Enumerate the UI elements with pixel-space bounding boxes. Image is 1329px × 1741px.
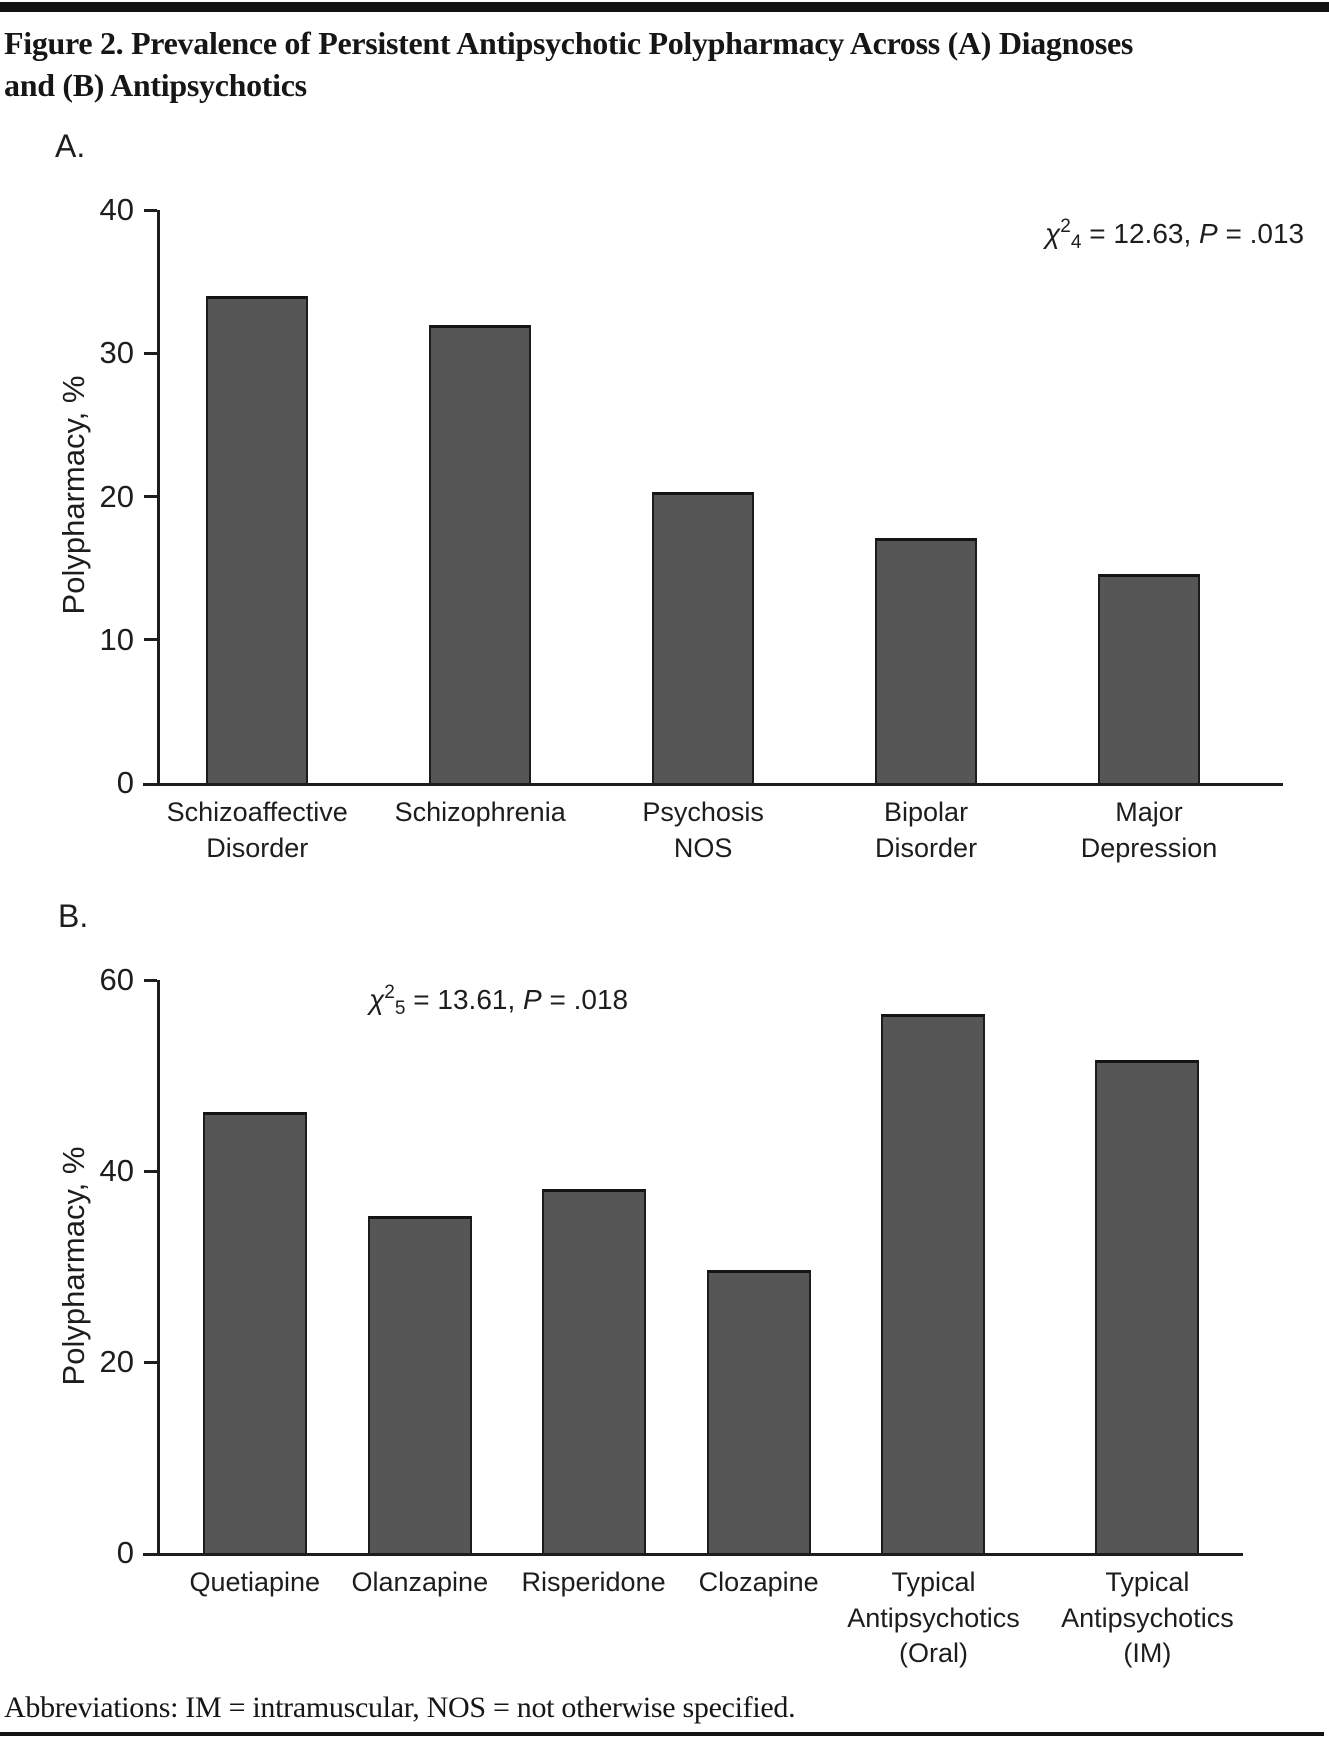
panel-b-chi-square-annotation: χ25 = 13.61, P = .018 [369,981,629,1019]
p-value: = .013 [1217,218,1305,249]
y-tick-10 [144,638,157,642]
panel-b-y-axis-line [157,980,160,1553]
panel-a-y-axis-line [157,210,160,783]
x-category-label-olanzapine: Olanzapine [351,1567,489,1597]
x-category-label-quetiapine: Quetiapine [189,1567,321,1597]
chi-exponent: 2 [1060,215,1071,237]
x-category-label-typical: Typical Antipsychotics (Oral) [847,1567,1020,1669]
x-category-label-risperidone: Risperidone [521,1567,666,1597]
chi-stat-value: = 13.61, [405,984,524,1015]
bottom-rule [0,1732,1324,1736]
y-tick-label-30: 30 [99,335,134,371]
panel-a-bar-chart: χ24 = 12.63, P = .013 0 10 20 30 40 Schizoaff… [100,193,1305,863]
x-category-label-typical: Typical Antipsychotics (IM) [1061,1567,1234,1669]
bar-quetiapine [202,1111,307,1553]
y-tick-20 [144,1360,157,1364]
chi-exponent: 2 [384,981,395,1003]
bar-olanzapine [367,1215,472,1553]
bar-schizophrenia [429,324,532,783]
bar-major [1098,573,1200,783]
panel-b-x-axis-line [143,1553,1243,1556]
x-category-label-psychosis: Psychosis NOS [642,797,764,863]
y-tick-label-10: 10 [99,621,134,657]
x-category-label-bipolar: Bipolar Disorder [875,797,978,863]
panel-b-bar-chart: χ25 = 13.61, P = .018 0 20 40 60 Quetiapine O… [100,963,1243,1668]
y-tick-label-20: 20 [99,1344,134,1379]
figure-title: Figure 2. Prevalence of Persistent Antip… [4,25,1134,104]
chi-symbol: χ [369,984,385,1015]
chi-symbol: χ [1045,218,1061,249]
bar-typical [1095,1060,1200,1553]
x-category-label-schizophrenia: Schizophrenia [394,797,566,827]
bar-bipolar [875,538,978,783]
bar-typical [881,1014,986,1553]
panel-a-x-axis-line [143,783,1283,786]
top-rule [0,2,1329,12]
y-tick-label-20: 20 [99,478,134,514]
y-tick-label-60: 60 [99,962,134,997]
y-tick-label-0: 0 [116,765,134,800]
panel-a-label: A. [55,128,86,164]
y-tick-20 [144,495,157,498]
p-label: P [1199,218,1218,249]
panel-b-label: B. [58,898,89,934]
x-category-label-major: Major Depression [1080,797,1218,863]
y-tick-40 [144,208,157,212]
y-tick-30 [144,351,157,355]
x-category-label-schizoaffective: Schizoaffective Disorder [166,797,348,863]
y-tick-40 [144,1169,157,1173]
p-value: = .018 [541,984,629,1015]
chi-df: 5 [394,997,406,1019]
y-tick-label-40: 40 [99,1153,134,1188]
p-label: P [523,984,542,1015]
y-tick-60 [144,978,157,982]
y-tick-label-40: 40 [99,192,134,227]
bar-risperidone [541,1189,646,1553]
x-category-label-clozapine: Clozapine [698,1567,819,1597]
panel-a-chi-square-annotation: χ24 = 12.63, P = .013 [1045,215,1305,253]
chi-df: 4 [1070,231,1082,253]
y-tick-label-0: 0 [116,1535,134,1570]
bar-psychosis [652,492,755,783]
chi-stat-value: = 12.63, [1081,218,1200,249]
bar-clozapine [706,1270,811,1553]
bar-schizoaffective [206,295,309,783]
abbreviations-footnote: Abbreviations: IM = intramuscular, NOS =… [4,1691,796,1724]
